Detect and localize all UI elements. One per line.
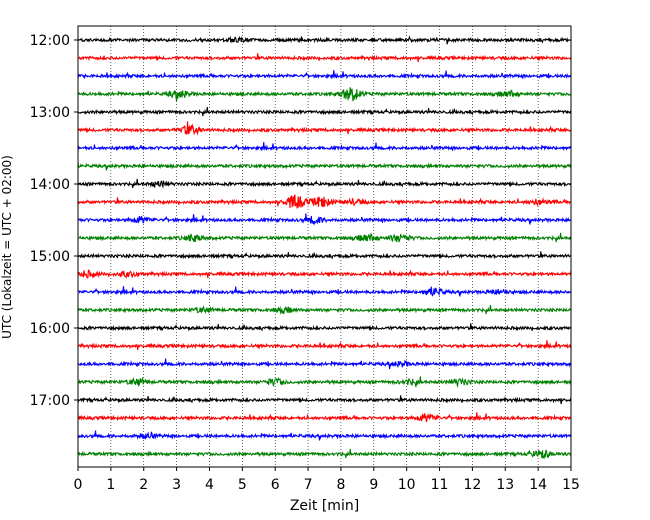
trace-1745 [77,448,572,460]
x-tick-label: 3 [172,477,181,493]
x-tick-label: 9 [369,477,378,493]
y-axis-title: UTC (Lokalzeit = UTC + 02:00) [0,155,14,339]
trace-1245 [77,87,572,102]
trace-1430 [77,213,572,226]
y-tick-label: 15:00 [30,249,70,265]
trace-1530 [77,286,572,297]
x-tick-label: 14 [529,477,547,493]
y-tick-label: 16:00 [30,321,70,337]
y-tick-label: 13:00 [30,105,70,121]
x-tick-label: 12 [463,477,481,493]
plot-frame [77,25,572,468]
trace-1445 [77,232,572,243]
trace-1400 [77,178,572,189]
x-tick-label: 6 [271,477,280,493]
x-tick-label: 13 [496,477,514,493]
y-tick-label: 12:00 [30,33,70,49]
trace-1215 [77,53,572,63]
x-tick-label: 1 [106,477,115,493]
x-tick-label: 8 [336,477,345,493]
y-axis-ticks: 12:00 13:00 14:00 15:00 16:00 17:00 [30,33,78,409]
trace-1730 [77,430,572,441]
x-tick-label: 11 [431,477,449,493]
trace-1415 [77,194,572,209]
x-axis-ticks: 0 1 2 3 4 5 6 7 8 9 10 11 12 13 14 15 [74,467,580,493]
trace-1345 [77,162,572,171]
x-tick-label: 2 [139,477,148,493]
trace-1630 [77,358,572,370]
trace-1500 [77,251,572,260]
trace-1200 [77,35,572,45]
x-tick-label: 5 [238,477,247,493]
y-tick-label: 17:00 [30,393,70,409]
trace-1230 [77,70,572,80]
x-tick-label: 0 [74,477,83,493]
trace-layer [77,35,572,460]
y-tick-label: 14:00 [30,177,70,193]
trace-1300 [77,106,572,117]
trace-1330 [77,142,572,152]
trace-1600 [77,323,572,332]
x-tick-label: 4 [205,477,214,493]
trace-1545 [77,304,572,315]
trace-1715 [77,412,572,423]
x-tick-label: 10 [398,477,416,493]
trace-1700 [77,395,572,405]
trace-1515 [77,269,572,279]
trace-1645 [77,376,572,389]
x-axis-title: Zeit [min] [290,498,359,514]
trace-1615 [77,340,572,351]
x-tick-label: 7 [304,477,313,493]
trace-1315 [77,121,572,136]
x-tick-label: 15 [562,477,580,493]
